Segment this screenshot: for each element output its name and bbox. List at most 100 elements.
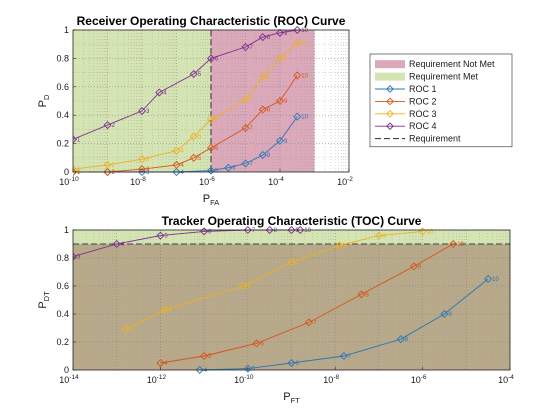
x-tick-label: 10-8 xyxy=(323,374,339,385)
legend-label: Requirement xyxy=(409,134,461,144)
data-point-label: 4 xyxy=(121,242,125,248)
data-point-label: 8 xyxy=(267,75,271,81)
data-point-label: 9 xyxy=(284,31,288,37)
data-point-label: 2 xyxy=(112,123,116,129)
data-point-label: 5 xyxy=(198,135,202,141)
data-point-marker xyxy=(296,226,305,235)
data-point-label: 7 xyxy=(296,260,300,266)
y-tick-label: 0.2 xyxy=(56,139,69,149)
data-point-label: 3 xyxy=(146,109,150,115)
data-point-label: 9 xyxy=(284,56,288,62)
legend-marker xyxy=(386,97,394,106)
y-tick-label: 0.6 xyxy=(56,82,69,92)
series-line xyxy=(73,29,298,140)
y-tick-label: 0.4 xyxy=(56,309,69,319)
data-point-label: 10 xyxy=(492,277,499,283)
data-point-label: 6 xyxy=(215,56,219,62)
data-point-label: 8 xyxy=(267,35,271,41)
x-tick-label: 10-14 xyxy=(59,374,79,385)
data-point-label: 6 xyxy=(215,117,219,123)
data-point-label: 8 xyxy=(274,228,278,234)
data-point-label: 9 xyxy=(284,139,288,145)
x-tick-label: 10-4 xyxy=(268,176,284,187)
data-point-label: 10 xyxy=(427,229,434,235)
data-point-marker xyxy=(137,165,147,174)
data-point-label: 1 xyxy=(77,137,81,143)
axes-frame xyxy=(72,229,511,371)
y-axis-label: PDT xyxy=(37,291,51,309)
data-point-label: 5 xyxy=(164,234,168,240)
data-point-label: 9 xyxy=(284,99,288,105)
data-point-marker xyxy=(239,281,248,291)
data-point-label: 10 xyxy=(301,115,308,121)
data-point-label: 4 xyxy=(204,368,208,374)
data-point-label: 8 xyxy=(365,292,369,298)
data-point-label: 10 xyxy=(304,228,311,234)
series-roc-2: 1 2 3 4 5 6 7 8 9 10 xyxy=(73,71,309,176)
data-point-marker xyxy=(275,96,285,106)
data-point-marker xyxy=(112,239,121,249)
legend-label: ROC 1 xyxy=(409,84,437,94)
data-point-marker xyxy=(335,241,344,250)
data-point-label: 4 xyxy=(163,90,167,96)
data-point-marker xyxy=(241,159,250,168)
data-point-label: 5 xyxy=(169,308,173,314)
data-point-label: 3 xyxy=(146,167,150,173)
data-point-label: 1 xyxy=(77,170,81,176)
data-point-marker xyxy=(293,38,302,47)
data-point-marker xyxy=(73,135,78,144)
data-point-marker xyxy=(258,150,267,159)
data-point-marker xyxy=(484,274,493,284)
data-point-label: 7 xyxy=(250,98,254,104)
data-point-marker xyxy=(206,115,216,124)
y-tick-label: 0.2 xyxy=(56,337,69,347)
data-point-marker xyxy=(287,358,296,368)
data-point-marker xyxy=(396,335,405,344)
data-point-marker xyxy=(103,121,112,130)
y-tick-label: 0 xyxy=(64,167,69,177)
data-point-label: 7 xyxy=(250,126,254,132)
data-point-label: 1 xyxy=(77,170,81,176)
data-point-label: 5 xyxy=(208,354,212,360)
data-point-label: 8 xyxy=(267,153,271,159)
data-point-marker xyxy=(241,123,250,133)
x-tick-label: 10-6 xyxy=(199,176,215,187)
data-point-marker xyxy=(275,54,285,63)
legend-marker xyxy=(386,122,394,131)
data-point-marker xyxy=(206,166,216,175)
data-point-marker xyxy=(339,351,348,361)
x-tick-label: 10-10 xyxy=(59,176,79,187)
data-point-label: 5 xyxy=(198,156,202,162)
data-point-marker xyxy=(137,155,147,164)
data-point-label: 3 xyxy=(146,157,150,163)
data-point-marker xyxy=(206,143,216,152)
data-point-label: 6 xyxy=(261,341,265,347)
data-point-label: 9 xyxy=(383,234,387,240)
data-point-marker xyxy=(121,325,130,334)
data-point-marker xyxy=(103,160,112,169)
data-point-label: 8 xyxy=(344,243,348,249)
data-point-label: 6 xyxy=(215,146,219,152)
y-tick-label: 0.6 xyxy=(56,281,69,291)
legend-label: ROC 2 xyxy=(409,96,437,106)
data-point-label: 7 xyxy=(313,320,317,326)
data-point-marker xyxy=(73,165,78,174)
legend-swatch xyxy=(375,60,405,69)
data-point-marker xyxy=(293,71,302,80)
chart-title: Receiver Operating Characteristic (ROC) … xyxy=(77,14,346,28)
y-tick-label: 1 xyxy=(64,25,69,35)
data-point-marker xyxy=(409,262,418,271)
data-point-marker xyxy=(172,146,181,155)
data-point-marker xyxy=(258,105,267,114)
x-axis-label: PFT xyxy=(283,391,300,405)
legend-label: ROC 4 xyxy=(409,121,437,131)
data-point-label: 6 xyxy=(247,284,251,290)
data-point-label: 7 xyxy=(348,354,352,360)
series-line xyxy=(73,75,298,173)
x-tick-label: 10-10 xyxy=(234,374,254,385)
x-tick-label: 10-2 xyxy=(337,176,353,187)
y-axis-label: PD xyxy=(37,94,51,107)
data-point-marker xyxy=(155,88,164,97)
data-point-marker xyxy=(258,33,267,42)
